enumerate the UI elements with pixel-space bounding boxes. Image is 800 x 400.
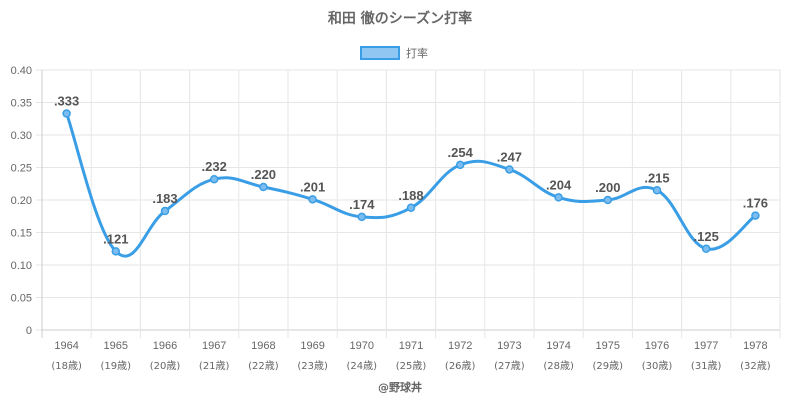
data-point xyxy=(751,211,760,220)
data-point xyxy=(406,203,416,213)
y-tick-label: 0.10 xyxy=(11,260,32,272)
data-point xyxy=(259,182,268,192)
y-tick-label: 0.15 xyxy=(11,228,32,240)
data-labels: .333 .121 .183 .232 .220 .201 .174 .188 .254 .247… xyxy=(54,94,768,247)
x-tick-sublabel: (25歳) xyxy=(396,360,427,372)
data-label: .188 xyxy=(398,188,423,203)
x-tick-label: 1966 xyxy=(153,340,177,352)
x-tick-label: 1971 xyxy=(399,340,423,352)
y-axis: 0 0.05 0.10 0.15 0.20 0.25 0.30 0.35 0.40 xyxy=(11,65,32,337)
grid xyxy=(36,69,781,338)
x-tick-sublabel: (31歳) xyxy=(691,360,722,372)
x-tick-sublabel: (21歳) xyxy=(199,360,230,372)
y-tick-label: 0.20 xyxy=(11,195,32,207)
data-label: .176 xyxy=(743,196,768,211)
x-tick-sublabel: (18歳) xyxy=(51,360,82,372)
data-point xyxy=(652,186,662,195)
x-tick-label: 1975 xyxy=(596,340,620,352)
y-tick-label: 0.05 xyxy=(11,293,32,305)
x-tick-sublabel: (19歳) xyxy=(101,360,132,372)
x-tick-sublabel: (32歳) xyxy=(740,360,771,372)
y-tick-label: 0.30 xyxy=(11,130,32,142)
data-label: .183 xyxy=(152,191,177,206)
y-tick-label: 0.40 xyxy=(11,65,32,77)
data-point xyxy=(701,244,711,253)
data-point xyxy=(603,195,613,205)
data-label: .215 xyxy=(644,170,669,185)
data-point xyxy=(505,165,514,174)
data-label: .174 xyxy=(349,197,375,212)
data-point xyxy=(357,212,367,222)
data-point xyxy=(209,174,219,184)
chart-title: 和田 徹のシーズン打率 xyxy=(328,10,472,27)
data-label: .254 xyxy=(448,145,474,160)
data-point xyxy=(455,160,465,170)
x-tick-sublabel: (28歳) xyxy=(543,360,574,372)
x-tick-sublabel: (20歳) xyxy=(150,360,181,372)
x-tick-label: 1967 xyxy=(202,340,226,352)
x-tick-label: 1978 xyxy=(743,340,767,352)
x-tick-label: 1964 xyxy=(54,340,78,352)
x-tick-sublabel: (27歳) xyxy=(494,360,525,372)
data-point xyxy=(111,247,121,256)
x-tick-label: 1974 xyxy=(546,340,570,352)
x-tick-label: 1972 xyxy=(448,340,472,352)
x-tick-label: 1973 xyxy=(497,340,521,352)
legend[interactable]: 打率 xyxy=(360,46,428,60)
data-point xyxy=(62,109,71,118)
x-tick-label: 1969 xyxy=(300,340,324,352)
legend-swatch xyxy=(360,46,400,60)
data-point xyxy=(308,195,317,204)
x-tick-sublabel: (22歳) xyxy=(248,360,279,372)
y-tick-label: 0.35 xyxy=(11,98,32,110)
x-tick-label: 1965 xyxy=(104,340,128,352)
x-tick-label: 1970 xyxy=(350,340,374,352)
x-tick-label: 1976 xyxy=(645,340,669,352)
data-label: .220 xyxy=(251,167,276,182)
data-label: .232 xyxy=(202,159,227,174)
x-tick-sublabel: (23歳) xyxy=(297,360,328,372)
data-label: .200 xyxy=(595,180,620,195)
x-tick-sublabel: (30歳) xyxy=(642,360,673,372)
data-point xyxy=(160,206,170,216)
y-tick-label: 0 xyxy=(26,325,32,337)
data-label: .247 xyxy=(497,149,522,164)
x-tick-label: 1968 xyxy=(251,340,275,352)
x-tick-label: 1977 xyxy=(694,340,718,352)
x-tick-sublabel: (29歳) xyxy=(593,360,624,372)
y-tick-label: 0.25 xyxy=(11,163,32,175)
data-label: .125 xyxy=(694,229,719,244)
x-axis: 1964 (18歳) 1965 (19歳) 1966 (20歳) 1967 (21歳) 1968… xyxy=(51,340,770,372)
credit-text: @野球丼 xyxy=(378,380,422,394)
data-label: .201 xyxy=(300,179,325,194)
x-tick-sublabel: (24歳) xyxy=(347,360,378,372)
series-batting-average xyxy=(62,109,760,258)
data-label: .333 xyxy=(54,94,79,109)
data-point xyxy=(554,193,563,202)
legend-label: 打率 xyxy=(406,46,428,60)
data-label: .121 xyxy=(103,231,128,246)
x-tick-sublabel: (26歳) xyxy=(445,360,476,372)
data-label: .204 xyxy=(546,177,572,192)
